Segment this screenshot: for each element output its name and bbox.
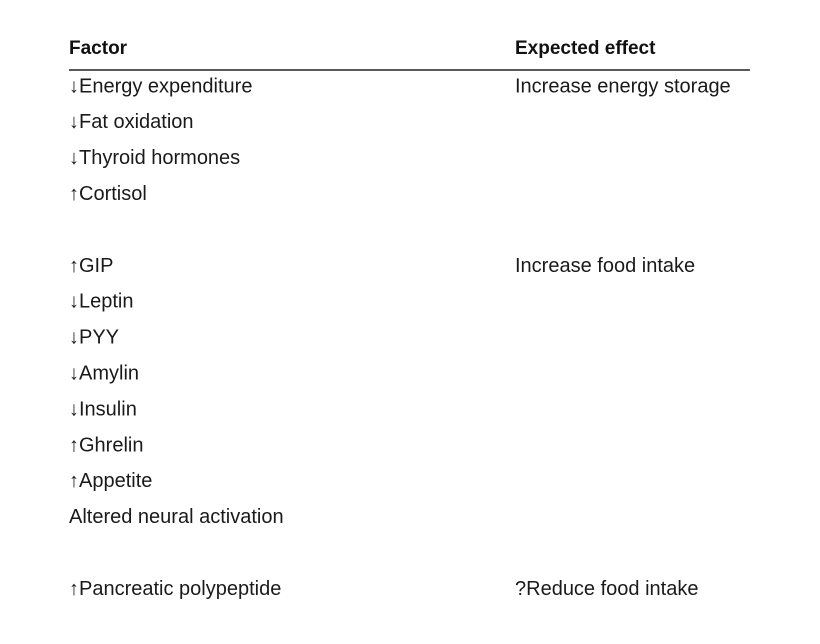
effect-cell: ?Reduce food intake: [515, 578, 698, 600]
factor-cell: Altered neural activation: [69, 506, 284, 528]
factor-cell: ↑Cortisol: [69, 183, 147, 205]
factor-cell: ↓Amylin: [69, 362, 139, 384]
factor-cell: ↓Fat oxidation: [69, 111, 194, 133]
factor-cell: ↑GIP: [69, 255, 113, 277]
header-factor: Factor: [69, 38, 128, 59]
factor-cell: ↓Thyroid hormones: [69, 147, 240, 169]
factor-cell: ↓Energy expenditure: [69, 75, 252, 97]
effect-cell: Increase energy storage: [515, 75, 731, 97]
header-effect: Expected effect: [515, 38, 656, 59]
factor-cell: ↓PYY: [69, 327, 119, 349]
factor-cell: ↑Ghrelin: [69, 434, 143, 456]
factor-cell: ↓Insulin: [69, 398, 137, 420]
effect-cell: Increase food intake: [515, 255, 695, 277]
factor-cell: ↑Appetite: [69, 470, 152, 492]
factor-cell: ↓Leptin: [69, 291, 134, 313]
factor-cell: ↑Pancreatic polypeptide: [69, 578, 281, 600]
